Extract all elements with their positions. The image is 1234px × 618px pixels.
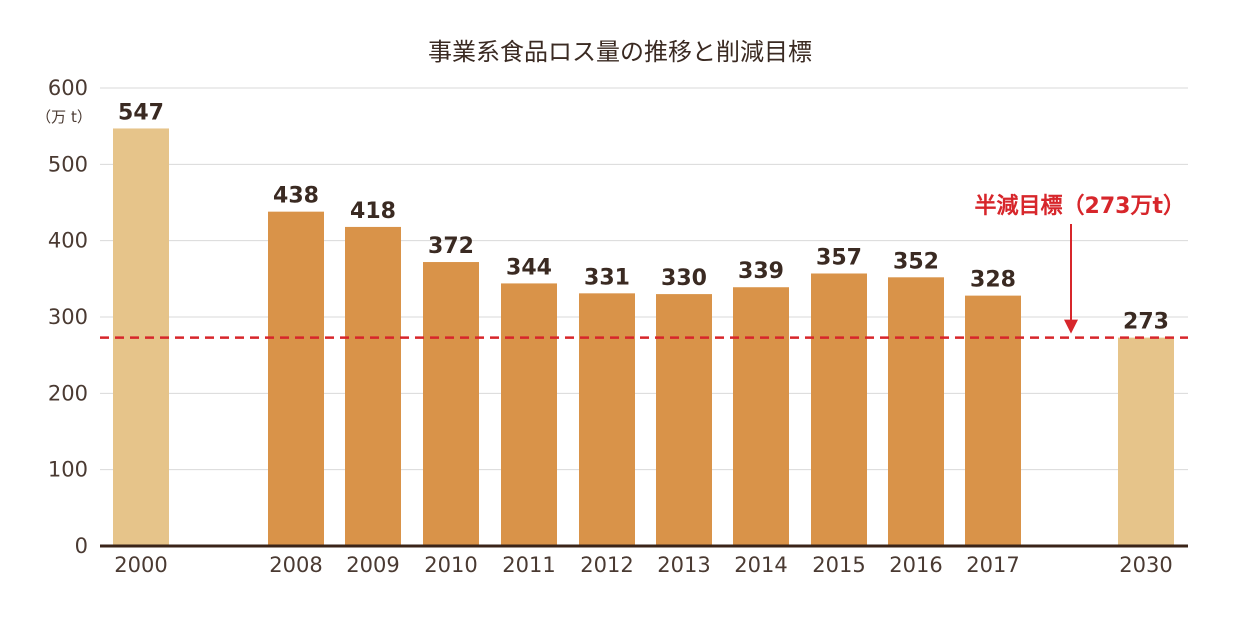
bar [733,287,789,546]
data-label: 330 [661,266,707,291]
x-tick-label: 2009 [346,553,399,577]
bar [888,277,944,546]
y-axis-unit-label: （万 t） [36,108,92,126]
data-label: 357 [816,245,862,270]
data-label: 547 [118,100,164,125]
data-label: 352 [893,249,939,274]
data-label: 328 [970,268,1016,293]
bar [656,294,712,546]
data-label: 331 [584,265,630,290]
target-label: 半減目標（273万t） [975,194,1185,219]
x-tick-label: 2010 [424,553,477,577]
bar [1118,337,1174,546]
bar [579,293,635,546]
data-label: 372 [428,234,474,259]
y-tick-label: 300 [48,305,88,329]
x-tick-label: 2012 [580,553,633,577]
data-label: 438 [273,184,319,209]
data-labels: 547 438 418 372 344 331 330 339 357 352 328 273 [118,100,1169,334]
x-tick-label: 2030 [1119,553,1172,577]
data-label: 339 [738,259,784,284]
y-tick-label: 200 [48,381,88,405]
gridlines [100,87,1188,471]
target-arrow [1064,224,1078,334]
bar [965,295,1021,546]
x-tick-label: 2014 [734,553,787,577]
data-label: 344 [506,255,552,280]
x-tick-label: 2016 [889,553,942,577]
y-tick-label: 500 [48,152,88,176]
target-arrow-head [1064,319,1078,334]
bar [345,226,401,546]
y-tick-label: 0 [75,534,88,558]
x-tick-label: 2015 [812,553,865,577]
data-label: 273 [1123,310,1169,335]
y-tick-label: 100 [48,458,88,482]
bar [811,273,867,546]
y-axis-ticks: 0 100 200 300 400 500 600 [48,76,88,558]
bar [423,262,479,546]
x-tick-label: 2017 [966,553,1019,577]
y-tick-label: 600 [48,76,88,100]
bar [268,211,324,546]
x-axis-ticks: 2000 2008 2009 2010 2011 2012 2013 2014 2015 2016… [114,553,1172,577]
x-tick-label: 2000 [114,553,167,577]
bars [113,128,1174,546]
x-tick-label: 2011 [502,553,555,577]
y-tick-label: 400 [48,229,88,253]
x-tick-label: 2008 [269,553,322,577]
data-label: 418 [350,199,396,224]
bar [501,283,557,546]
x-tick-label: 2013 [657,553,710,577]
chart-title: 事業系食品ロス量の推移と削減目標 [428,38,812,66]
